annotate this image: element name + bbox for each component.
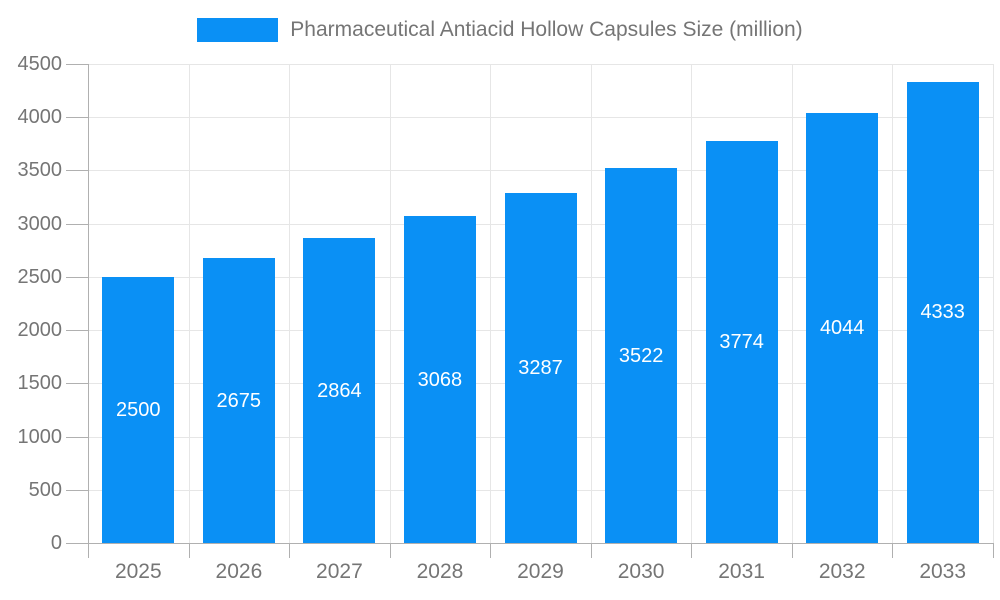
bar-value-label: 3287 (518, 357, 563, 380)
y-tick (66, 117, 88, 119)
y-axis-label: 3500 (17, 159, 63, 182)
x-axis-label: 2031 (718, 560, 765, 583)
v-gridline (590, 64, 592, 543)
v-gridline (188, 64, 190, 543)
h-gridline (88, 170, 993, 172)
y-axis-label: 4000 (17, 106, 63, 129)
y-axis-label: 1000 (17, 425, 63, 448)
v-gridline (691, 64, 693, 543)
y-tick (66, 223, 88, 225)
h-gridline (88, 64, 993, 65)
h-gridline (88, 117, 993, 119)
v-gridline (289, 64, 291, 543)
bar-2026[interactable]: 2675 (202, 258, 275, 543)
y-tick (66, 489, 88, 491)
v-gridline (892, 64, 894, 543)
x-axis-label: 2026 (215, 560, 263, 583)
bar-value-label: 4044 (819, 316, 865, 339)
bar-2029[interactable]: 3287 (504, 193, 577, 543)
bar-value-label: 2500 (116, 398, 161, 421)
bar-2027[interactable]: 2864 (303, 238, 376, 543)
bar-2032[interactable]: 4044 (806, 112, 879, 543)
legend[interactable]: Pharmaceutical Antiacid Hollow Capsules … (0, 17, 1000, 43)
y-axis-label: 0 (50, 532, 62, 554)
chart-title: Pharmaceutical Antiacid Hollow Capsules … (290, 18, 803, 41)
x-tick (590, 543, 592, 558)
x-axis-label: 2027 (316, 560, 363, 583)
y-axis-line (88, 64, 89, 558)
y-axis-label: 3000 (17, 212, 63, 235)
x-axis-label: 2033 (919, 560, 967, 583)
x-tick (188, 543, 190, 558)
x-tick (892, 543, 894, 558)
x-axis-label: 2025 (114, 560, 162, 583)
y-tick (66, 276, 88, 278)
bar-2031[interactable]: 3774 (705, 141, 778, 543)
legend-swatch (197, 18, 279, 42)
x-axis-label: 2029 (517, 560, 564, 583)
y-tick (66, 170, 88, 172)
y-tick (66, 64, 88, 65)
v-gridline (791, 64, 793, 543)
y-axis-label: 500 (28, 478, 62, 501)
bar-value-label: 3774 (719, 331, 764, 354)
bar-value-label: 3068 (417, 368, 463, 391)
x-tick (691, 543, 693, 558)
x-tick (289, 543, 291, 558)
v-gridline (993, 64, 994, 543)
x-tick (389, 543, 391, 558)
y-axis-label: 2000 (17, 319, 63, 342)
x-tick (993, 543, 994, 558)
y-tick (66, 383, 88, 385)
bar-2033[interactable]: 4333 (906, 81, 979, 543)
bar-2028[interactable]: 3068 (403, 216, 476, 543)
bar-value-label: 2864 (317, 379, 362, 402)
y-tick (66, 436, 88, 438)
v-gridline (389, 64, 391, 543)
x-axis-label: 2030 (617, 560, 665, 583)
x-tick (490, 543, 492, 558)
bar-2025[interactable]: 2500 (102, 276, 175, 543)
y-axis-label: 2500 (17, 265, 63, 288)
x-axis-line (66, 543, 993, 544)
x-axis-label: 2032 (818, 560, 866, 583)
x-tick (791, 543, 793, 558)
bar-value-label: 3522 (618, 344, 664, 367)
y-axis-label: 4500 (17, 53, 63, 75)
y-tick (66, 330, 88, 332)
bar-value-label: 4333 (920, 301, 965, 324)
v-gridline (490, 64, 492, 543)
y-axis-label: 1500 (17, 372, 63, 395)
bar-2030[interactable]: 3522 (605, 168, 678, 543)
bar-value-label: 2675 (216, 389, 262, 412)
x-axis-label: 2028 (416, 560, 464, 583)
